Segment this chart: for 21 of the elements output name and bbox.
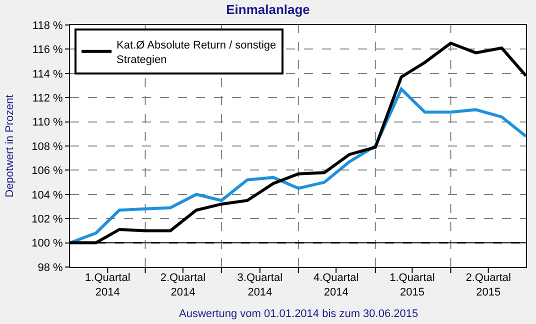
y-tick-label: 114 % xyxy=(32,68,64,80)
y-tick-label: 102 % xyxy=(32,213,64,226)
y-tick-label: 100 % xyxy=(32,238,64,250)
y-axis-title: Depotwert in Prozent xyxy=(4,94,16,198)
y-tick-label: 106 % xyxy=(32,165,64,178)
x-tick-label: 3.Quartal 2014 xyxy=(237,272,283,298)
x-tick-label: 2.Quartal 2015 xyxy=(466,272,511,298)
y-tick-label: 108 % xyxy=(32,140,64,153)
x-tick-label: 2.Quartal 2014 xyxy=(160,272,206,298)
x-tick-label: 4.Quartal 2014 xyxy=(313,272,359,298)
y-tick-label: 104 % xyxy=(32,189,64,202)
y-tick-label: 116 % xyxy=(32,44,64,56)
chart-title: Einmalanlage xyxy=(226,2,310,17)
y-tick-label: 110 % xyxy=(32,116,64,129)
legend-label: Kat.Ø Absolute Return / sonstige Strategien xyxy=(116,40,276,66)
x-tick-label: 1.Quartal 2015 xyxy=(390,272,435,298)
y-tick-label: 98 % xyxy=(38,262,64,274)
text: Auswertung vom 01.01.2014 bis zum 30.06.2015 xyxy=(179,308,418,320)
y-tick-label: 112 % xyxy=(32,92,64,104)
y-tick-label: 118 % xyxy=(32,20,64,32)
x-tick-label: 1.Quartal 2014 xyxy=(85,272,130,298)
